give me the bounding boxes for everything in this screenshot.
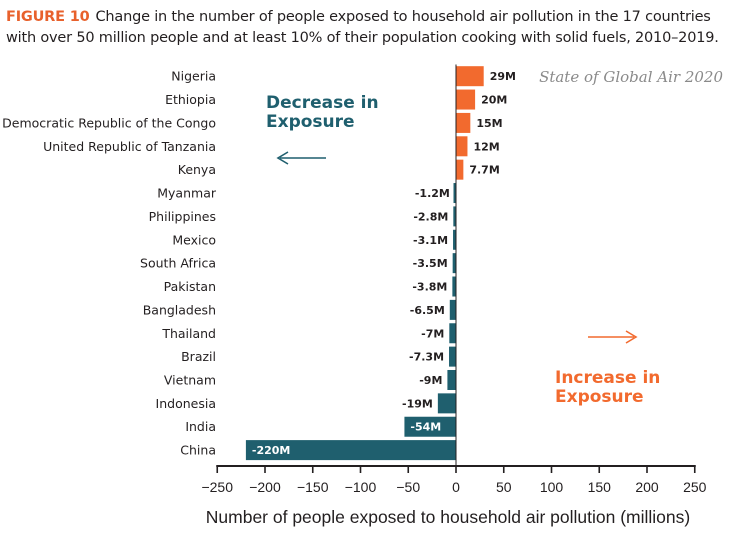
increase-label-line2: Exposure bbox=[555, 387, 644, 407]
value-label: -3.8M bbox=[412, 281, 447, 294]
bar-indonesia bbox=[437, 393, 456, 414]
value-label: -3.5M bbox=[413, 257, 448, 270]
bar-myanmar bbox=[453, 183, 456, 204]
bar-bangladesh bbox=[449, 299, 456, 320]
category-label: Vietnam bbox=[164, 372, 216, 387]
value-label: -54M bbox=[410, 421, 441, 434]
source-note: State of Global Air 2020 bbox=[539, 68, 723, 86]
x-tick-label: 150 bbox=[588, 479, 612, 495]
category-label: United Republic of Tanzania bbox=[43, 139, 216, 154]
value-label: 20M bbox=[481, 94, 507, 107]
x-tick-label: 50 bbox=[496, 479, 512, 495]
x-tick-label: −200 bbox=[249, 479, 281, 495]
category-label: Kenya bbox=[178, 162, 216, 177]
value-label: 12M bbox=[473, 140, 499, 153]
value-label: -6.5M bbox=[410, 304, 445, 317]
category-label: Indonesia bbox=[156, 396, 216, 411]
bar-mexico bbox=[453, 229, 456, 250]
bar-philippines bbox=[453, 206, 456, 227]
x-tick-label: 0 bbox=[452, 479, 460, 495]
category-label: China bbox=[180, 443, 216, 458]
figure-label: FIGURE 10 bbox=[6, 9, 90, 25]
value-label: 29M bbox=[490, 70, 516, 83]
x-tick-label: −100 bbox=[345, 479, 377, 495]
bar-china bbox=[245, 440, 456, 461]
value-labels: 29M 20M 15M 12M 7.7M -1.2M -2.8M -3.1M -3.5M -3.8… bbox=[252, 70, 516, 457]
value-label: -19M bbox=[402, 397, 433, 410]
bar-pakistan bbox=[452, 276, 456, 297]
left-arrow-icon bbox=[276, 151, 326, 165]
value-label: -1.2M bbox=[415, 187, 450, 200]
x-axis: −250 −200 −150 −100 −50 0 50 100 150 200 250 bbox=[201, 465, 707, 495]
value-label: 7.7M bbox=[469, 164, 499, 177]
x-tick-label: 200 bbox=[635, 479, 659, 495]
category-label: Brazil bbox=[181, 349, 216, 364]
bar-brazil bbox=[449, 346, 456, 367]
figure-caption: FIGURE 10 Change in the number of people … bbox=[6, 7, 724, 49]
value-label: -3.1M bbox=[413, 234, 448, 247]
bar-united-republic-of-tanzania bbox=[456, 136, 468, 157]
value-label: -9M bbox=[419, 374, 442, 387]
value-label: -7M bbox=[421, 327, 444, 340]
bar-ethiopia bbox=[456, 89, 476, 110]
category-label: Thailand bbox=[161, 326, 216, 341]
category-label: Ethiopia bbox=[165, 92, 216, 107]
x-tick-label: 250 bbox=[683, 479, 707, 495]
x-tick-label: −250 bbox=[201, 479, 233, 495]
increase-label-line1: Increase in bbox=[555, 368, 660, 388]
caption-text: Change in the number of people exposed t… bbox=[6, 9, 719, 46]
category-label: South Africa bbox=[140, 256, 216, 271]
right-arrow-icon bbox=[588, 330, 638, 344]
bars-group bbox=[245, 66, 484, 461]
category-label: Democratic Republic of the Congo bbox=[2, 115, 216, 130]
value-label: -2.8M bbox=[413, 210, 448, 223]
category-label: Pakistan bbox=[164, 279, 216, 294]
value-label: 15M bbox=[476, 117, 502, 130]
category-label: Myanmar bbox=[157, 186, 217, 201]
bar-democratic-republic-of-the-congo bbox=[456, 112, 471, 133]
value-label: -7.3M bbox=[409, 351, 444, 364]
bar-nigeria bbox=[456, 66, 484, 87]
category-label: Nigeria bbox=[171, 69, 216, 84]
category-label: Bangladesh bbox=[143, 302, 216, 317]
decrease-label-line1: Decrease in bbox=[266, 93, 379, 113]
x-axis-label: Number of people exposed to household ai… bbox=[206, 507, 690, 527]
bar-south-africa bbox=[452, 253, 456, 274]
category-labels: Nigeria Ethiopia Democratic Republic of th… bbox=[2, 69, 217, 458]
x-tick-label: −50 bbox=[396, 479, 420, 495]
value-label: -220M bbox=[252, 444, 290, 457]
decrease-label-line2: Exposure bbox=[266, 112, 355, 132]
bar-india bbox=[404, 416, 456, 437]
category-label: Philippines bbox=[149, 209, 216, 224]
bar-vietnam bbox=[447, 369, 456, 390]
x-tick-label: −150 bbox=[297, 479, 329, 495]
category-label: India bbox=[185, 419, 216, 434]
category-label: Mexico bbox=[172, 232, 216, 247]
bar-thailand bbox=[449, 323, 456, 344]
x-tick-label: 100 bbox=[540, 479, 564, 495]
bar-kenya bbox=[456, 159, 464, 180]
